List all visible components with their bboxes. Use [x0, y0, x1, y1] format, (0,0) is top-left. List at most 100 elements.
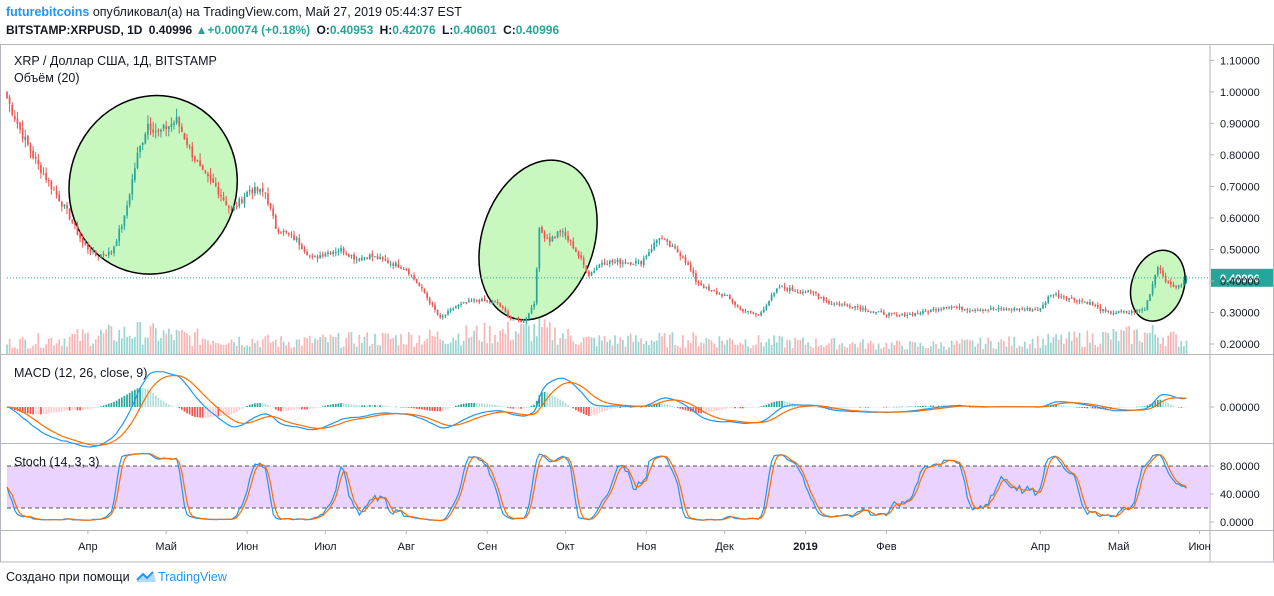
- volume-bar: [906, 349, 909, 354]
- time-tick-label: Июн: [1188, 541, 1210, 553]
- macd-histogram-bar: [79, 407, 81, 411]
- candle-body: [775, 288, 778, 293]
- volume-bar: [825, 345, 828, 354]
- candle-body: [668, 241, 671, 247]
- candle-body: [958, 306, 961, 308]
- candle-body: [1170, 281, 1172, 285]
- candle-body: [554, 236, 556, 238]
- volume-bar: [726, 339, 729, 354]
- macd-histogram-bar: [496, 405, 499, 407]
- candle-body: [387, 260, 389, 264]
- macd-histogram-bar: [1151, 402, 1154, 407]
- macd-histogram-bar: [561, 400, 564, 407]
- candle-body: [666, 239, 669, 242]
- candle-body: [40, 164, 42, 174]
- macd-histogram-bar: [663, 403, 666, 407]
- candle-body: [113, 246, 115, 254]
- macd-histogram-bar: [107, 403, 110, 407]
- chart-area[interactable]: 0.40996 1.10000 1.00000 0.90000 0.80000 0.700…: [0, 44, 1274, 564]
- macd-tick-label: 0.00000: [1220, 402, 1260, 414]
- macd-histogram-bar: [251, 404, 254, 407]
- macd-histogram-bar: [175, 406, 178, 408]
- macd-histogram-bar: [134, 389, 136, 407]
- candle-body: [755, 313, 757, 315]
- macd-histogram-bar: [324, 405, 327, 407]
- candle-body: [301, 244, 303, 249]
- volume-bar: [974, 346, 976, 354]
- last-price-tag-text: 0.40996: [1220, 273, 1260, 285]
- macd-histogram-bar: [1073, 407, 1076, 408]
- volume-bar: [402, 344, 405, 354]
- macd-histogram-bar: [632, 407, 635, 408]
- candle-body: [509, 316, 512, 320]
- candle-body: [123, 215, 126, 226]
- volume-bar: [13, 347, 16, 354]
- volume-bar: [308, 335, 311, 354]
- candle-body: [1115, 312, 1117, 314]
- candle-body: [47, 180, 50, 182]
- candle-body: [950, 306, 953, 308]
- candle-body: [880, 311, 883, 313]
- macd-histogram-bar: [859, 407, 862, 408]
- volume-bar: [987, 337, 990, 354]
- author-link[interactable]: futurebitcoins: [6, 5, 90, 19]
- volume-bar: [102, 333, 105, 354]
- macd-histogram-bar: [1141, 406, 1143, 407]
- volume-bar: [194, 332, 196, 354]
- candle-body: [937, 309, 940, 311]
- volume-bar: [1141, 342, 1143, 354]
- chart-svg[interactable]: 0.40996 1.10000 1.00000 0.90000 0.80000 0.700…: [0, 44, 1274, 564]
- macd-histogram-bar: [770, 402, 773, 407]
- volume-bar: [324, 337, 327, 354]
- candle-body: [522, 321, 525, 323]
- candle-body: [400, 267, 402, 269]
- macd-histogram-bar: [264, 403, 267, 407]
- volume-bar: [627, 336, 629, 354]
- volume-bar: [632, 341, 635, 354]
- candle-body: [577, 251, 580, 257]
- macd-histogram-bar: [783, 401, 786, 407]
- footer-brand[interactable]: TradingView: [158, 570, 227, 584]
- candle-body: [984, 309, 987, 311]
- macd-histogram-bar: [165, 403, 168, 407]
- macd-histogram-bar: [123, 395, 126, 407]
- volume-bar: [1136, 329, 1138, 354]
- candle-body: [431, 302, 434, 305]
- candle-body: [671, 245, 674, 247]
- volume-bar: [217, 343, 220, 354]
- volume-bar: [141, 344, 144, 354]
- volume-bar: [235, 346, 238, 354]
- macd-histogram-bar: [1156, 399, 1159, 407]
- macd-histogram-bar: [535, 400, 538, 407]
- candle-body: [1156, 267, 1159, 275]
- volume-bar: [585, 337, 588, 354]
- candle-body: [363, 257, 366, 259]
- candle-body: [167, 126, 170, 130]
- volume-bar: [1185, 340, 1188, 354]
- candle-body: [601, 262, 603, 265]
- volume-bar: [60, 345, 63, 354]
- macd-histogram-bar: [128, 392, 131, 407]
- macd-histogram-bar: [875, 407, 877, 408]
- candle-body: [1068, 298, 1070, 300]
- macd-histogram-bar: [742, 407, 744, 409]
- volume-bar: [880, 348, 883, 354]
- macd-histogram-bar: [345, 403, 348, 407]
- volume-bar: [616, 343, 619, 354]
- volume-bar: [397, 345, 400, 354]
- candle-body: [436, 309, 439, 315]
- macd-histogram-bar: [293, 407, 295, 410]
- volume-bar: [76, 328, 79, 354]
- macd-histogram-bar: [640, 407, 642, 408]
- macd-histogram-bar: [319, 407, 321, 408]
- macd-histogram-bar: [507, 407, 509, 408]
- macd-histogram-bar: [1125, 407, 1128, 408]
- volume-bar: [768, 338, 770, 354]
- volume-bar: [684, 347, 687, 354]
- macd-histogram-bar: [1086, 407, 1089, 409]
- macd-histogram-bar: [340, 403, 342, 407]
- macd-histogram-bar: [509, 407, 512, 409]
- volume-bar: [958, 343, 961, 354]
- macd-histogram-bar: [34, 407, 37, 415]
- volume-bar: [327, 342, 329, 354]
